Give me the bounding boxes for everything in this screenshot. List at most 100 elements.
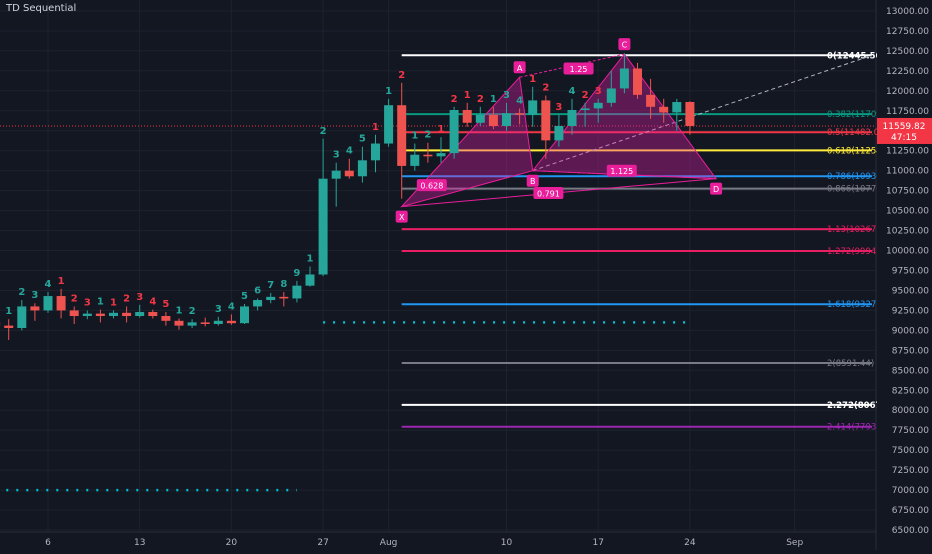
td-count-label: 1 (529, 74, 536, 85)
td-count-label: 8 (280, 279, 287, 290)
candle-body (57, 296, 66, 310)
candle-body (4, 326, 13, 328)
candle-body (659, 107, 668, 113)
y-tick-label: 7500.00 (892, 446, 929, 456)
candle-body (594, 103, 603, 109)
candle-body (607, 88, 616, 102)
td-count-label: 2 (582, 90, 589, 101)
candle-body (135, 312, 144, 316)
td-count-label: 4 (569, 86, 576, 97)
td-count-label: 1 (385, 86, 392, 97)
y-tick-label: 7250.00 (892, 466, 929, 476)
y-tick-label: 12250.00 (886, 67, 929, 77)
candle-body (554, 126, 563, 140)
candle-body (541, 100, 550, 140)
y-tick-label: 9000.00 (892, 326, 929, 336)
pattern-point-label: X (399, 213, 405, 222)
pattern-ratio-label: 1.125 (610, 167, 633, 176)
y-tick-label: 6750.00 (892, 506, 929, 516)
candle-body (332, 171, 341, 179)
td-count-label: 2 (18, 287, 25, 298)
td-count-label: 1 (372, 122, 379, 133)
y-tick-label: 10750.00 (886, 187, 929, 197)
y-tick-label: 10000.00 (886, 247, 929, 257)
fib-level-label: 2(8591.44) (827, 359, 874, 369)
y-tick-label: 12500.00 (886, 47, 929, 57)
candle-body (161, 316, 170, 321)
td-count-label: 2 (477, 94, 484, 105)
td-count-label: 1 (411, 131, 418, 142)
candle-body (384, 105, 393, 143)
candle-body (528, 100, 537, 114)
x-tick-label: 24 (684, 538, 696, 548)
td-count-label: 3 (555, 102, 562, 113)
td-count-label: 4 (516, 95, 523, 106)
countdown-label: 47:15 (891, 133, 917, 143)
td-count-label: 1 (176, 305, 183, 316)
y-tick-label: 10500.00 (886, 207, 929, 217)
td-count-label: 2 (451, 94, 458, 105)
candle-body (70, 310, 79, 316)
candle-body (397, 105, 406, 166)
grid-lines (0, 0, 876, 532)
td-count-label: 1 (5, 306, 12, 317)
candle-body (515, 113, 524, 115)
candle-body (148, 312, 157, 316)
td-count-label: 4 (149, 297, 156, 308)
td-count-label: 2 (71, 293, 78, 304)
td-count-label: 3 (333, 150, 340, 161)
td-count-label: 4 (228, 301, 235, 312)
candle-body (358, 160, 367, 176)
pattern-ratio-label: 0.628 (420, 182, 443, 191)
y-tick-label: 8000.00 (892, 406, 929, 416)
candle-body (214, 321, 223, 324)
td-count-label: 1 (464, 90, 471, 101)
x-tick-label: 17 (592, 538, 603, 548)
candle-body (345, 171, 354, 177)
candle-body (620, 68, 629, 88)
indicator-title: TD Sequential (6, 3, 76, 14)
x-tick-label: 27 (317, 538, 328, 548)
candle-body (410, 155, 419, 166)
y-tick-label: 9500.00 (892, 286, 929, 296)
pattern-point-label: A (517, 64, 523, 73)
candle-body (266, 297, 275, 300)
x-tick-label: 6 (45, 538, 51, 548)
y-tick-label: 6500.00 (892, 526, 929, 536)
candle-body (122, 313, 131, 316)
td-count-label: 5 (162, 299, 169, 310)
td-count-label: 4 (346, 146, 353, 157)
candle-body (685, 102, 694, 126)
td-count-label: 3 (84, 297, 91, 308)
td-count-label: 5 (241, 291, 248, 302)
td-count-label: 3 (595, 86, 602, 97)
x-tick-label: 10 (501, 538, 513, 548)
td-count-label: 1 (97, 297, 104, 308)
y-tick-label: 7750.00 (892, 426, 929, 436)
candle-body (30, 306, 39, 310)
candle-body (188, 322, 197, 325)
td-count-label: 1 (490, 94, 497, 105)
y-tick-label: 8500.00 (892, 366, 929, 376)
candle-body (96, 314, 105, 316)
candle-body (581, 108, 590, 110)
td-count-label: 2 (123, 293, 130, 304)
candle-body (646, 95, 655, 107)
fib-level-label: 0(12445.56) (827, 51, 885, 61)
y-tick-label: 8750.00 (892, 346, 929, 356)
y-tick-label: 10250.00 (886, 227, 929, 237)
last-price-label: 11559.82 (883, 122, 926, 132)
x-tick-label: 13 (134, 538, 145, 548)
candle-body (319, 179, 328, 275)
td-count-label: 6 (254, 285, 261, 296)
td-count-label: 7 (267, 280, 274, 291)
x-tick-label: 20 (226, 538, 238, 548)
y-tick-label: 11000.00 (886, 167, 929, 177)
td-count-label: 3 (215, 304, 222, 315)
pattern-point-label: D (713, 185, 719, 194)
candle-body (227, 321, 236, 323)
candle-body (371, 144, 380, 161)
pattern-point-label: C (622, 41, 628, 50)
